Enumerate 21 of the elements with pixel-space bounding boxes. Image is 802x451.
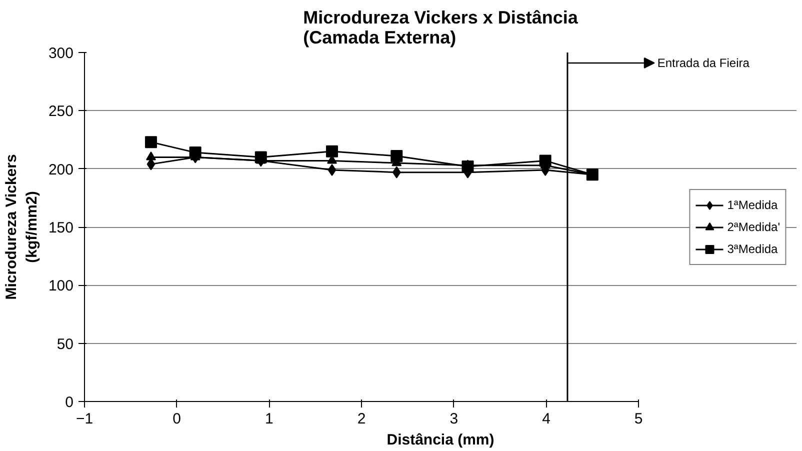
y-tick-label: 150 [48, 220, 74, 236]
x-tick-label: 0 [172, 410, 182, 428]
legend-label: 3ªMedida [727, 242, 778, 256]
y-tick-label: 200 [48, 161, 74, 178]
x-tick-label: 4 [542, 410, 550, 428]
x-tick-label: 1 [265, 410, 274, 428]
chart-title: Microdureza Vickers x Distância (Camada Externa) [303, 8, 579, 48]
ref-line-label: Entrada da Fieira [657, 56, 750, 70]
y-tick-label: 250 [48, 103, 74, 120]
y-tick-label: 100 [48, 278, 74, 295]
legend-label: 2ªMedida' [727, 220, 780, 234]
x-tick-label: 2 [357, 410, 366, 428]
x-axis-title: Distância (mm) [386, 432, 494, 448]
legend-label: 1ªMedida [727, 198, 778, 212]
y-tick-label: 0 [65, 394, 74, 411]
y-tick-label: 50 [56, 336, 74, 353]
y-tick-label: 300 [48, 45, 74, 62]
x-tick-label: −1 [76, 410, 94, 428]
y-axis-title: Microdureza Vickers (kgf/mm2) [3, 154, 40, 300]
x-tick-label: 3 [450, 410, 458, 428]
x-tick-label: 5 [634, 410, 643, 428]
